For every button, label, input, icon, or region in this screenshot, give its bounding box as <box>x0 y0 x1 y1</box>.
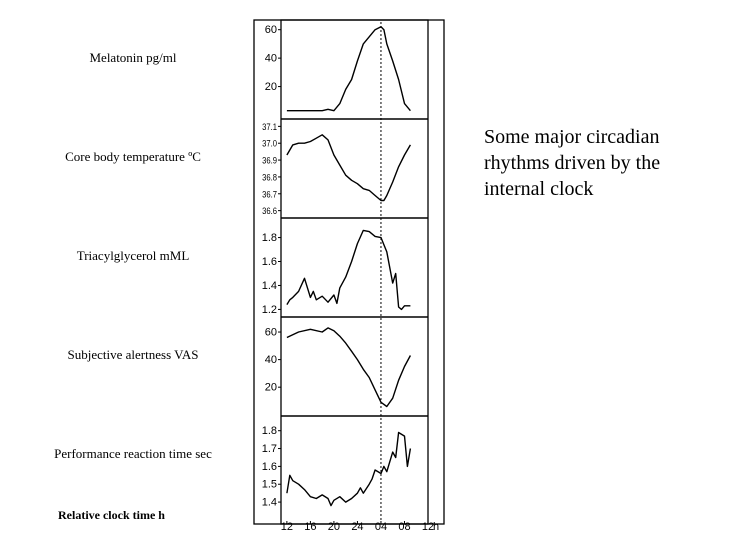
plot-frame <box>280 19 429 525</box>
panel-label: Performance reaction time sec <box>54 445 212 461</box>
series-line <box>286 26 411 112</box>
y-tick-label: 40 <box>265 354 277 366</box>
caption-line-3: internal clock <box>484 178 594 200</box>
y-tick-label: 1.2 <box>262 304 277 316</box>
y-tick-label: 20 <box>265 81 277 93</box>
y-tick-label: 40 <box>265 53 277 65</box>
y-tick-label: 1.6 <box>262 461 277 473</box>
y-tick-label: 1.4 <box>262 280 277 292</box>
caption-line-1: Some major circadian <box>484 126 660 148</box>
panel-label: Melatonin pg/ml <box>89 49 177 65</box>
caption: Some major circadian rhythms driven by t… <box>484 124 719 202</box>
y-tick-label: 20 <box>265 382 277 394</box>
x-tick-label: 24 <box>351 521 363 533</box>
panel-label: Triacylglycerol mML <box>76 247 190 263</box>
y-tick-label: 36.7 <box>262 189 277 200</box>
y-tick-label: 36.9 <box>262 155 277 166</box>
y-tick-label: 60 <box>265 24 277 36</box>
y-tick-label: 1.8 <box>262 232 277 244</box>
series-line <box>286 134 412 202</box>
series-line <box>286 431 412 507</box>
y-tick-label: 1.8 <box>262 425 277 437</box>
series-line <box>286 327 412 408</box>
x-axis-title: Relative clock time h <box>58 508 165 522</box>
series-line <box>286 229 411 311</box>
caption-line-2: rhythms driven by the <box>484 152 661 174</box>
x-tick-label: 16 <box>304 521 316 533</box>
y-tick-label: 1.4 <box>262 497 277 509</box>
x-tick-label: 08 <box>398 521 410 533</box>
outer-frame <box>253 19 445 525</box>
x-tick-label: 20 <box>328 521 340 533</box>
y-tick-label: 1.5 <box>262 479 277 491</box>
x-tick-label: 12 <box>422 521 434 533</box>
y-tick-label: 1.6 <box>262 256 277 268</box>
y-tick-label: 60 <box>265 327 277 339</box>
y-tick-label: 36.8 <box>262 172 277 183</box>
y-tick-label: 1.7 <box>262 443 277 455</box>
y-tick-label: 36.6 <box>262 206 277 217</box>
x-tick-label: 12 <box>281 521 293 533</box>
x-tick-label: 04 <box>375 521 387 533</box>
panel-label: Subjective alertness VAS <box>67 346 199 362</box>
x-unit-label: h <box>433 521 439 533</box>
panel-label: Core body temperature ºC <box>65 148 201 164</box>
y-tick-label: 37.0 <box>262 138 277 149</box>
y-tick-label: 37.1 <box>262 121 277 132</box>
